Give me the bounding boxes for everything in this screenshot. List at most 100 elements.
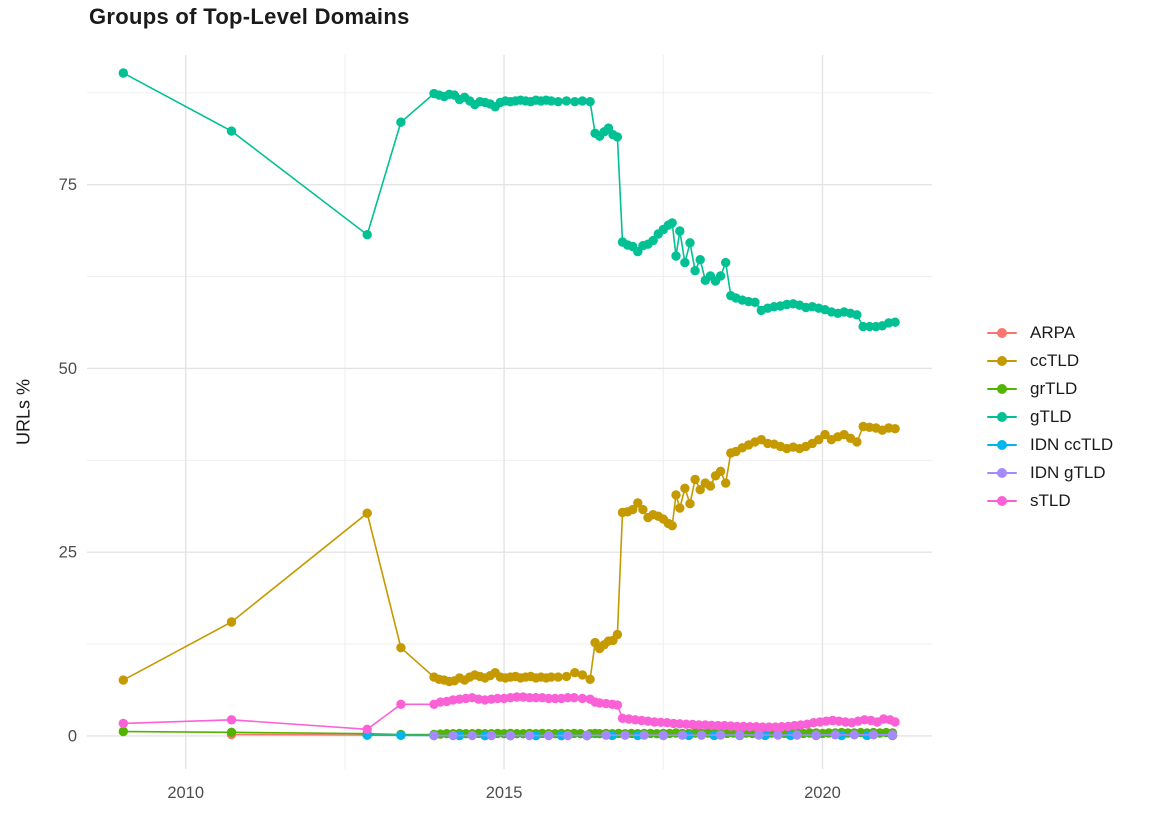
data-point: [118, 675, 128, 685]
data-point: [680, 257, 690, 268]
data-point: [396, 699, 406, 709]
legend-item-label: grTLD: [1030, 379, 1078, 398]
data-point: [603, 123, 614, 133]
legend-item-label: ccTLD: [1030, 351, 1080, 370]
data-point: [577, 693, 588, 704]
data-point: [601, 730, 611, 740]
data-point: [675, 503, 685, 513]
data-point: [705, 481, 716, 491]
legend-item-label: ARPA: [1030, 323, 1076, 342]
data-point: [811, 730, 821, 740]
legend-key-icon: [986, 459, 1018, 487]
data-point: [553, 97, 563, 107]
data-point: [830, 730, 840, 740]
data-point: [696, 730, 707, 740]
data-point: [226, 715, 237, 725]
data-point: [628, 504, 638, 515]
legend-item-idn-gtld: IDN gTLD: [986, 459, 1113, 487]
data-point: [695, 255, 705, 265]
data-point: [671, 490, 681, 500]
data-point: [735, 730, 745, 740]
data-point: [814, 435, 824, 445]
legend-item-stld: sTLD: [986, 487, 1113, 515]
legend-item-label: IDN gTLD: [1030, 463, 1106, 482]
data-point: [773, 730, 783, 740]
series-gtld: [118, 68, 900, 332]
data-point: [620, 730, 630, 740]
data-point: [612, 700, 623, 710]
legend-key-icon: [986, 347, 1018, 375]
y-tick-label: 75: [59, 176, 77, 194]
legend-key-icon: [986, 403, 1018, 431]
data-point: [690, 474, 700, 485]
data-point: [570, 668, 580, 678]
data-point: [226, 617, 237, 627]
data-point: [612, 629, 623, 640]
legend-item-gtld: gTLD: [986, 403, 1113, 431]
data-point: [868, 730, 879, 740]
data-point: [467, 730, 477, 741]
data-point: [849, 730, 859, 740]
data-point: [690, 266, 700, 276]
data-point: [639, 730, 649, 740]
data-point: [721, 478, 731, 488]
data-point: [612, 132, 623, 142]
chart-title: Groups of Top-Level Domains: [89, 4, 410, 29]
data-point: [695, 485, 705, 495]
x-tick-label: 2015: [486, 784, 523, 802]
data-point: [585, 674, 595, 684]
legend-item-label: gTLD: [1030, 407, 1072, 426]
data-point: [226, 126, 237, 136]
data-point: [118, 726, 128, 737]
data-point: [852, 310, 862, 320]
data-point: [561, 96, 572, 106]
data-point: [569, 693, 579, 703]
data-point: [505, 730, 516, 741]
data-point: [563, 730, 573, 741]
series-cctld: [118, 421, 900, 687]
series-stld: [118, 692, 900, 734]
y-tick-label: 0: [68, 727, 77, 745]
legend-item-label: IDN ccTLD: [1030, 435, 1114, 454]
data-point: [448, 730, 458, 741]
data-point: [715, 271, 726, 281]
data-point: [680, 483, 690, 493]
data-point: [715, 730, 726, 740]
data-point: [362, 724, 372, 734]
data-point: [546, 672, 556, 682]
legend-item-cctld: ccTLD: [986, 347, 1113, 375]
x-tick-label: 2020: [804, 784, 841, 802]
data-point: [677, 730, 688, 740]
data-point: [396, 117, 406, 127]
data-point: [118, 68, 128, 78]
data-point: [820, 429, 830, 440]
legend-key-icon: [986, 319, 1018, 347]
data-point: [667, 218, 677, 228]
data-point: [396, 643, 406, 653]
data-point: [362, 508, 372, 518]
data-point: [721, 257, 731, 268]
data-point: [750, 297, 760, 307]
data-point: [524, 730, 535, 741]
data-point: [577, 96, 588, 106]
legend-item-arpa: ARPA: [986, 319, 1113, 347]
data-point: [685, 499, 695, 509]
data-point: [671, 251, 681, 261]
data-point: [570, 97, 580, 107]
data-point: [754, 730, 764, 740]
legend-key-icon: [986, 431, 1018, 459]
data-point: [544, 730, 554, 741]
y-tick-label: 25: [59, 544, 77, 562]
data-point: [715, 466, 726, 476]
legend-item-grtld: grTLD: [986, 375, 1113, 403]
data-point: [890, 717, 900, 727]
data-point: [638, 504, 648, 515]
data-point: [890, 317, 900, 327]
data-point: [675, 226, 685, 236]
data-point: [546, 96, 556, 106]
data-point: [118, 718, 128, 729]
data-point: [561, 671, 572, 682]
data-point: [553, 672, 563, 682]
